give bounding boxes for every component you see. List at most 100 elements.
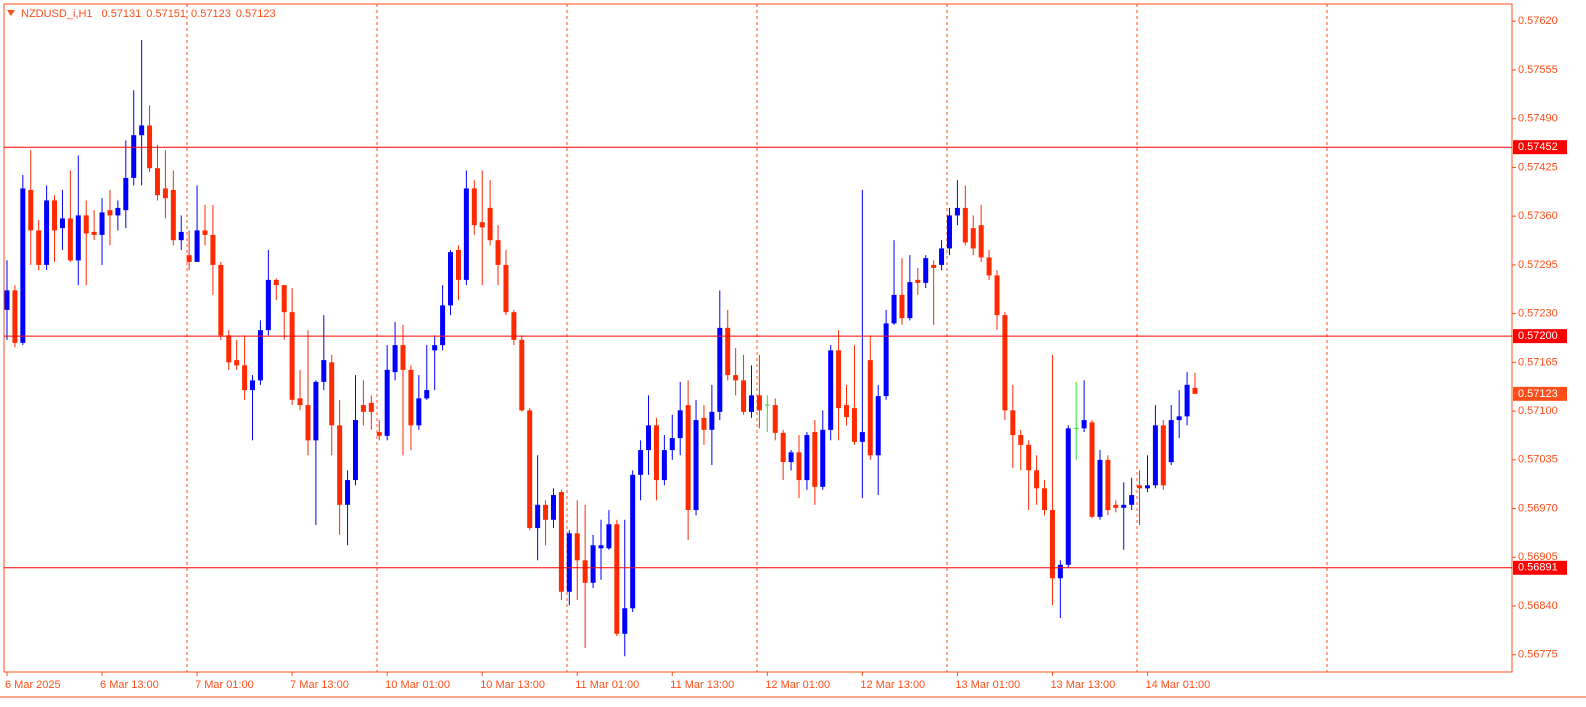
candle-body <box>289 312 295 400</box>
candle-body <box>915 279 921 283</box>
candle-body <box>1089 422 1095 517</box>
candle-body <box>234 360 240 366</box>
candle-body <box>250 380 256 391</box>
collapse-arrow <box>7 10 15 16</box>
candle-body <box>313 381 319 441</box>
candle-body <box>725 327 731 376</box>
candle-body <box>202 230 208 235</box>
candle-body <box>669 438 675 451</box>
plot-frame <box>3 3 1513 673</box>
x-tick-label: 7 Mar 13:00 <box>290 679 349 691</box>
candle-body <box>646 425 652 451</box>
candle-body <box>535 504 541 529</box>
candle-body <box>487 207 493 241</box>
candle-body <box>99 212 105 235</box>
chart-header: NZDUSD_i,H1 0.57131 0.57151 0.57123 0.57123 <box>21 8 276 20</box>
x-tick-label: 11 Mar 01:00 <box>575 679 639 691</box>
x-tick-label: 6 Mar 13:00 <box>100 679 159 691</box>
x-tick-label: 14 Mar 01:00 <box>1145 679 1210 691</box>
last-low: 0.57123 <box>191 8 231 20</box>
candle-body <box>281 285 287 313</box>
candle-body <box>194 230 200 262</box>
candle-body <box>503 264 509 313</box>
candle-body <box>1137 485 1143 489</box>
last-price-box <box>1513 386 1567 401</box>
candle-body <box>265 279 271 331</box>
candle-body <box>614 524 620 634</box>
candle-body <box>598 545 604 549</box>
candle-body <box>685 405 691 511</box>
candle-body <box>717 327 723 412</box>
candle-body <box>20 188 26 343</box>
y-tick-label: 0.56970 <box>1518 502 1558 514</box>
candle-body <box>360 405 366 412</box>
candle-body <box>574 533 580 561</box>
y-tick-label: 0.57165 <box>1518 356 1558 368</box>
last-close: 0.57123 <box>236 8 276 20</box>
last-price-label: 0.57123 <box>1518 388 1558 400</box>
y-tick-label: 0.57295 <box>1518 259 1558 271</box>
candle-body <box>939 248 945 265</box>
candle-body <box>218 264 224 336</box>
candle-body <box>4 290 10 310</box>
candle-body <box>162 188 168 199</box>
candle-body <box>305 405 311 441</box>
y-tick-label: 0.56905 <box>1518 551 1558 563</box>
candle-body <box>804 435 810 481</box>
candle-body <box>733 375 739 381</box>
candle-body <box>923 258 929 283</box>
y-tick-label: 0.57035 <box>1518 454 1558 466</box>
candle-body <box>154 168 160 196</box>
candle-body <box>899 294 905 319</box>
candle-body <box>867 360 873 456</box>
candle-body <box>606 524 612 549</box>
candle-body <box>851 408 857 442</box>
candle-body <box>978 225 984 258</box>
candle-body <box>780 432 786 463</box>
level-label-box <box>1513 560 1567 575</box>
level-label-box <box>1513 140 1567 155</box>
candle-body <box>527 410 533 529</box>
level-label: 0.57452 <box>1518 141 1558 153</box>
y-tick-label: 0.57555 <box>1518 64 1558 76</box>
candle-body <box>1010 410 1016 436</box>
candle-body <box>352 420 358 481</box>
candle-body <box>986 257 992 276</box>
candle-body <box>638 450 644 475</box>
candle-body <box>741 380 747 412</box>
candle-body <box>495 240 501 265</box>
candle-body <box>1018 435 1024 445</box>
x-tick-label: 7 Mar 01:00 <box>195 679 254 691</box>
candle-body <box>455 249 461 280</box>
candle-body <box>1192 387 1198 394</box>
candle-body <box>329 362 335 426</box>
y-tick-label: 0.57100 <box>1518 405 1558 417</box>
candle-body <box>566 533 572 592</box>
candle-body <box>242 365 248 391</box>
candle-body <box>891 294 897 324</box>
candle-body <box>582 560 588 583</box>
candle-body <box>907 282 913 319</box>
candle-body <box>550 495 556 520</box>
candle-body <box>471 188 477 226</box>
candle-body <box>709 411 715 430</box>
candle-body <box>297 398 303 406</box>
candle-body <box>448 252 454 306</box>
candle-body <box>123 177 129 211</box>
candle-body <box>994 275 1000 316</box>
candle-body <box>1105 459 1111 511</box>
y-tick-label: 0.57230 <box>1518 308 1558 320</box>
candle-body <box>836 350 842 409</box>
x-tick-label: 13 Mar 01:00 <box>955 679 1020 691</box>
candle-body <box>1113 504 1119 508</box>
candle-body <box>931 264 937 268</box>
candle-body <box>875 396 881 456</box>
candle-body <box>543 504 549 520</box>
candle-body <box>590 545 596 583</box>
candle-body <box>859 432 865 442</box>
candle-body <box>701 417 707 430</box>
